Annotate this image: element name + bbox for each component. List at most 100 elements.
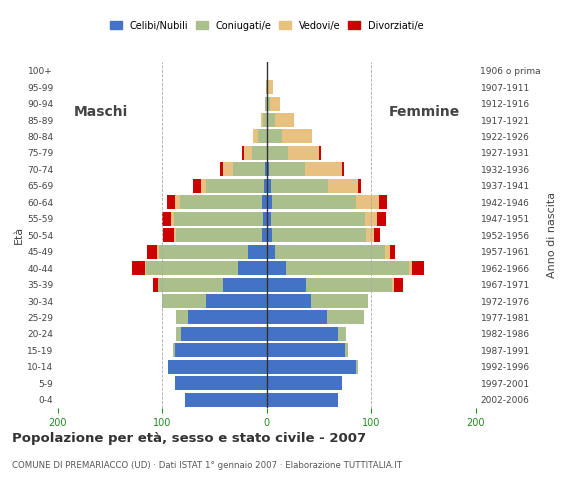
Bar: [244, 146, 252, 160]
Bar: [188, 311, 267, 324]
Bar: [175, 343, 267, 358]
Bar: [379, 195, 387, 209]
Bar: [174, 212, 263, 226]
Bar: [345, 343, 348, 358]
Bar: [253, 130, 259, 144]
Bar: [168, 360, 267, 374]
Bar: [267, 212, 271, 226]
Bar: [252, 146, 267, 160]
Bar: [260, 113, 263, 127]
Bar: [409, 261, 412, 275]
Bar: [374, 228, 379, 242]
Bar: [242, 146, 244, 160]
Bar: [262, 195, 267, 209]
Bar: [267, 113, 275, 127]
Bar: [356, 195, 379, 209]
Bar: [311, 294, 368, 308]
Text: Maschi: Maschi: [74, 105, 128, 119]
Bar: [328, 179, 358, 193]
Bar: [271, 212, 365, 226]
Bar: [288, 146, 319, 160]
Text: Popolazione per età, sesso e stato civile - 2007: Popolazione per età, sesso e stato civil…: [12, 432, 366, 445]
Bar: [173, 343, 175, 358]
Bar: [267, 162, 269, 176]
Bar: [267, 245, 275, 259]
Bar: [164, 228, 174, 242]
Bar: [268, 80, 273, 94]
Bar: [267, 130, 282, 144]
Bar: [220, 162, 223, 176]
Bar: [158, 277, 223, 291]
Bar: [267, 195, 272, 209]
Bar: [264, 96, 267, 110]
Bar: [223, 277, 267, 291]
Legend: Celibi/Nubili, Coniugati/e, Vedovi/e, Divorziati/e: Celibi/Nubili, Coniugati/e, Vedovi/e, Di…: [110, 21, 423, 31]
Bar: [306, 162, 342, 176]
Bar: [186, 393, 267, 407]
Bar: [392, 277, 394, 291]
Bar: [267, 343, 345, 358]
Bar: [285, 261, 409, 275]
Bar: [144, 261, 146, 275]
Bar: [175, 195, 180, 209]
Bar: [266, 80, 267, 94]
Bar: [206, 179, 264, 193]
Bar: [176, 228, 262, 242]
Bar: [338, 327, 346, 341]
Bar: [378, 212, 386, 226]
Y-axis label: Età: Età: [14, 226, 24, 244]
Bar: [267, 96, 270, 110]
Bar: [267, 277, 306, 291]
Bar: [160, 245, 248, 259]
Bar: [193, 179, 201, 193]
Bar: [263, 212, 267, 226]
Text: COMUNE DI PREMARIACCO (UD) · Dati ISTAT 1° gennaio 2007 · Elaborazione TUTTITALI: COMUNE DI PREMARIACCO (UD) · Dati ISTAT …: [12, 461, 401, 470]
Bar: [171, 212, 174, 226]
Bar: [176, 327, 181, 341]
Bar: [271, 179, 328, 193]
Bar: [269, 162, 306, 176]
Bar: [146, 261, 238, 275]
Bar: [206, 294, 267, 308]
Bar: [412, 261, 425, 275]
Bar: [176, 311, 189, 324]
Bar: [272, 195, 356, 209]
Bar: [248, 245, 267, 259]
Bar: [238, 261, 267, 275]
Bar: [358, 179, 361, 193]
Bar: [162, 212, 171, 226]
Bar: [319, 146, 321, 160]
Bar: [267, 327, 338, 341]
Bar: [267, 360, 356, 374]
Bar: [264, 179, 267, 193]
Bar: [270, 96, 280, 110]
Bar: [275, 113, 294, 127]
Bar: [262, 228, 267, 242]
Bar: [166, 195, 175, 209]
Bar: [153, 277, 158, 291]
Bar: [272, 228, 366, 242]
Bar: [233, 162, 264, 176]
Y-axis label: Anno di nascita: Anno di nascita: [546, 192, 557, 278]
Bar: [132, 261, 144, 275]
Bar: [175, 376, 267, 390]
Bar: [259, 130, 267, 144]
Bar: [327, 311, 364, 324]
Bar: [162, 294, 206, 308]
Text: Femmine: Femmine: [389, 105, 460, 119]
Bar: [394, 277, 403, 291]
Bar: [264, 162, 267, 176]
Bar: [356, 360, 358, 374]
Bar: [201, 179, 206, 193]
Bar: [223, 162, 233, 176]
Bar: [306, 277, 392, 291]
Bar: [267, 376, 342, 390]
Bar: [181, 327, 267, 341]
Bar: [267, 80, 268, 94]
Bar: [366, 228, 374, 242]
Bar: [267, 261, 285, 275]
Bar: [385, 245, 390, 259]
Bar: [282, 130, 311, 144]
Bar: [267, 393, 338, 407]
Bar: [267, 228, 272, 242]
